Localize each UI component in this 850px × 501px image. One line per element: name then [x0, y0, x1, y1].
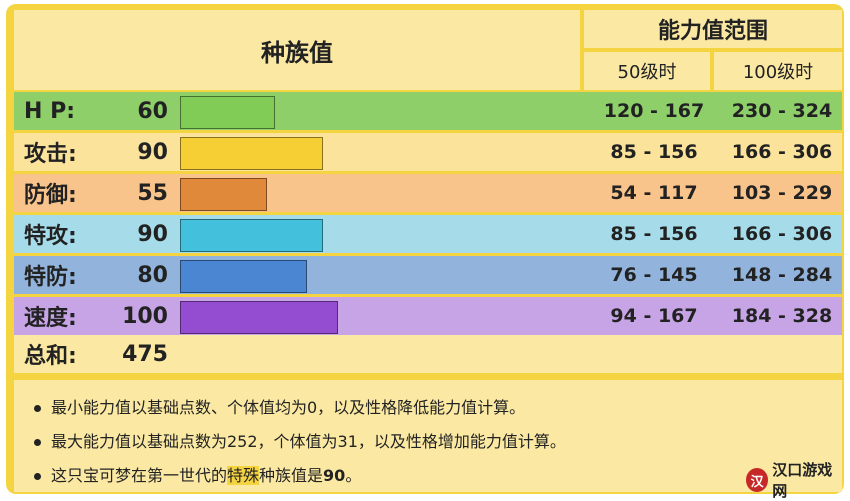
stat-bar — [180, 178, 267, 211]
stat-bar — [180, 260, 307, 293]
stat-name: 特防: — [24, 265, 77, 290]
stat-row: 特攻: 90 85 - 156 166 - 306 — [14, 215, 842, 253]
bullet-icon — [34, 405, 41, 412]
stat-value: 60 — [137, 98, 168, 124]
stat-name: 特攻: — [24, 224, 77, 249]
stat-value: 90 — [137, 139, 168, 165]
stat-bar — [180, 137, 323, 170]
stat-name: 速度: — [24, 306, 77, 331]
note-special: 这只宝可梦在第一世代的特殊种族值是90。 — [34, 462, 361, 486]
stat-bar-track — [178, 133, 588, 171]
stat-row: 速度: 100 94 - 167 184 - 328 — [14, 297, 842, 335]
range-level100: 230 - 324 — [731, 100, 833, 122]
watermark-logo-icon: 汉 — [746, 468, 769, 492]
watermark-text: 汉口游戏网 — [772, 461, 833, 500]
watermark: 汉 汉口游戏网 — [746, 461, 842, 500]
stat-bar — [180, 96, 275, 129]
range-level100: 148 - 284 — [731, 264, 833, 286]
stat-name: 防御: — [24, 183, 77, 208]
stat-range-header: 能力值范围 — [584, 10, 842, 48]
stat-bar — [180, 219, 323, 252]
stat-name: H P: — [24, 98, 75, 124]
stat-bar-track — [178, 174, 588, 212]
level50-label: 50级时 — [617, 62, 677, 83]
stat-range-title: 能力值范围 — [657, 19, 768, 44]
range-level50: 54 - 117 — [610, 182, 698, 204]
note-min: 最小能力值以基础点数、个体值均为0，以及性格降低能力值计算。 — [34, 394, 525, 418]
stat-bar-track — [178, 256, 588, 294]
level100-label: 100级时 — [742, 62, 814, 83]
total-label: 总和: — [24, 344, 77, 369]
note-max: 最大能力值以基础点数为252，个体值为31，以及性格增加能力值计算。 — [34, 428, 566, 452]
level50-header: 50级时 — [584, 52, 710, 90]
stat-row: 特防: 80 76 - 145 148 - 284 — [14, 256, 842, 294]
range-level50: 120 - 167 — [603, 100, 705, 122]
range-level50: 76 - 145 — [610, 264, 698, 286]
range-level100: 166 - 306 — [731, 223, 833, 245]
stat-bar — [180, 301, 338, 334]
special-highlight: 特殊 — [227, 466, 260, 485]
stat-row: H P: 60 120 - 167 230 - 324 — [14, 92, 842, 130]
bullet-icon — [34, 473, 41, 480]
base-stats-header: 种族值 — [14, 10, 580, 90]
total-row: 总和: 475 — [14, 335, 842, 373]
range-level50: 85 - 156 — [610, 223, 698, 245]
base-stats-title: 种族值 — [261, 38, 333, 67]
range-level100: 166 - 306 — [731, 141, 833, 163]
range-level100: 103 - 229 — [731, 182, 833, 204]
stat-name: 攻击: — [24, 142, 77, 167]
level100-header: 100级时 — [714, 52, 842, 90]
stat-value: 90 — [137, 221, 168, 247]
stats-card: 种族值 能力值范围 50级时 100级时 H P: 60 120 - 167 230 … — [6, 4, 844, 494]
bullet-icon — [34, 439, 41, 446]
notes-panel: 最小能力值以基础点数、个体值均为0，以及性格降低能力值计算。 最大能力值以基础点… — [14, 380, 842, 492]
stat-row: 攻击: 90 85 - 156 166 - 306 — [14, 133, 842, 171]
total-value: 475 — [122, 341, 168, 367]
range-level50: 94 - 167 — [610, 305, 698, 327]
stat-bar-track — [178, 215, 588, 253]
stat-bar-track — [178, 297, 588, 335]
stat-row: 防御: 55 54 - 117 103 - 229 — [14, 174, 842, 212]
stat-value: 55 — [137, 180, 168, 206]
stat-value: 100 — [122, 303, 168, 329]
range-level100: 184 - 328 — [731, 305, 833, 327]
range-level50: 85 - 156 — [610, 141, 698, 163]
stat-bar-track — [178, 92, 588, 130]
stat-value: 80 — [137, 262, 168, 288]
